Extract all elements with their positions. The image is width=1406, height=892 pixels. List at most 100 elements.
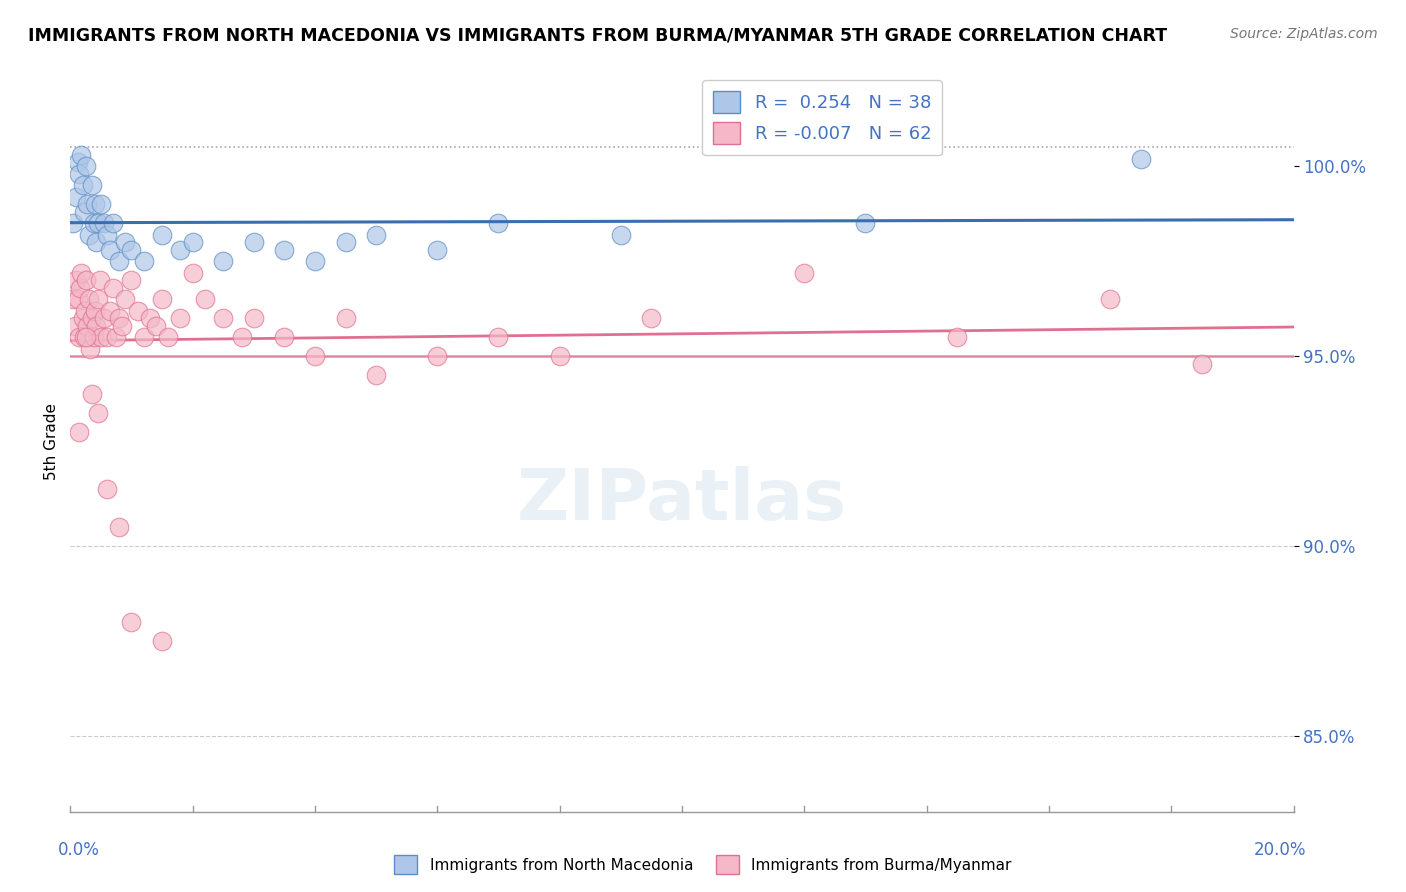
Point <box>366 368 388 383</box>
Point <box>96 482 118 496</box>
Point <box>157 330 180 344</box>
Point <box>83 216 105 230</box>
Point <box>304 254 326 268</box>
Point <box>1099 292 1122 306</box>
Text: 0.0%: 0.0% <box>58 841 100 859</box>
Point <box>114 235 136 250</box>
Point <box>488 216 510 230</box>
Point <box>75 330 97 344</box>
Legend: R =  0.254   N = 38, R = -0.007   N = 62: R = 0.254 N = 38, R = -0.007 N = 62 <box>702 80 942 155</box>
Point <box>76 318 98 333</box>
Point <box>67 330 90 344</box>
Point <box>83 330 105 344</box>
Text: Source: ZipAtlas.com: Source: ZipAtlas.com <box>1230 27 1378 41</box>
Point <box>96 227 118 242</box>
Point <box>108 311 131 326</box>
Point <box>72 311 94 326</box>
Point <box>212 254 235 268</box>
Point <box>212 311 235 326</box>
Point <box>65 189 87 203</box>
Point <box>426 349 449 363</box>
Point <box>243 311 266 326</box>
Point <box>83 197 105 211</box>
Point <box>946 330 969 344</box>
Point <box>73 330 96 344</box>
Point <box>335 235 357 250</box>
Point <box>62 216 84 230</box>
Point <box>145 318 167 333</box>
Legend: Immigrants from North Macedonia, Immigrants from Burma/Myanmar: Immigrants from North Macedonia, Immigra… <box>388 849 1018 880</box>
Point <box>121 273 143 287</box>
Point <box>96 330 118 344</box>
Point <box>114 292 136 306</box>
Point <box>121 243 143 257</box>
Point <box>150 227 173 242</box>
Point <box>84 235 107 250</box>
Point <box>73 204 96 219</box>
Point <box>89 273 111 287</box>
Point <box>70 266 93 280</box>
Point <box>304 349 326 363</box>
Point <box>108 520 131 534</box>
Point <box>98 243 121 257</box>
Point <box>69 281 91 295</box>
Point <box>62 292 84 306</box>
Point <box>194 292 217 306</box>
Point <box>1191 357 1213 371</box>
Point <box>108 254 131 268</box>
Point <box>80 311 103 326</box>
Point <box>66 155 89 169</box>
Point <box>231 330 253 344</box>
Point <box>87 216 110 230</box>
Point <box>72 178 94 193</box>
Point <box>70 148 93 162</box>
Point <box>132 254 155 268</box>
Point <box>610 227 633 242</box>
Point <box>169 243 191 257</box>
Point <box>79 342 101 356</box>
Point <box>84 318 107 333</box>
Point <box>65 273 87 287</box>
Point <box>488 330 510 344</box>
Point <box>66 292 89 306</box>
Point <box>273 330 295 344</box>
Y-axis label: 5th Grade: 5th Grade <box>44 403 59 480</box>
Point <box>548 349 571 363</box>
Point <box>181 266 204 280</box>
Point <box>426 243 449 257</box>
Point <box>111 318 134 333</box>
Point <box>855 216 877 230</box>
Point <box>101 216 124 230</box>
Point <box>69 425 91 439</box>
Point <box>63 318 86 333</box>
Point <box>1129 152 1152 166</box>
Point <box>90 197 112 211</box>
Point <box>93 216 115 230</box>
Point <box>243 235 266 250</box>
Text: IMMIGRANTS FROM NORTH MACEDONIA VS IMMIGRANTS FROM BURMA/MYANMAR 5TH GRADE CORRE: IMMIGRANTS FROM NORTH MACEDONIA VS IMMIG… <box>28 27 1167 45</box>
Point <box>73 303 96 318</box>
Point <box>181 235 204 250</box>
Point <box>169 311 191 326</box>
Point <box>93 311 115 326</box>
Point <box>640 311 662 326</box>
Point <box>121 615 143 629</box>
Text: ZIPatlas: ZIPatlas <box>517 467 846 535</box>
Point <box>273 243 295 257</box>
Point <box>150 633 173 648</box>
Point <box>335 311 357 326</box>
Point <box>80 387 103 401</box>
Point <box>76 197 98 211</box>
Point <box>69 167 91 181</box>
Point <box>105 330 128 344</box>
Point <box>80 178 103 193</box>
Point <box>127 303 149 318</box>
Text: 20.0%: 20.0% <box>1253 841 1306 859</box>
Point <box>87 406 110 420</box>
Point <box>139 311 162 326</box>
Point <box>150 292 173 306</box>
Point <box>132 330 155 344</box>
Point <box>77 292 100 306</box>
Point <box>793 266 815 280</box>
Point <box>366 227 388 242</box>
